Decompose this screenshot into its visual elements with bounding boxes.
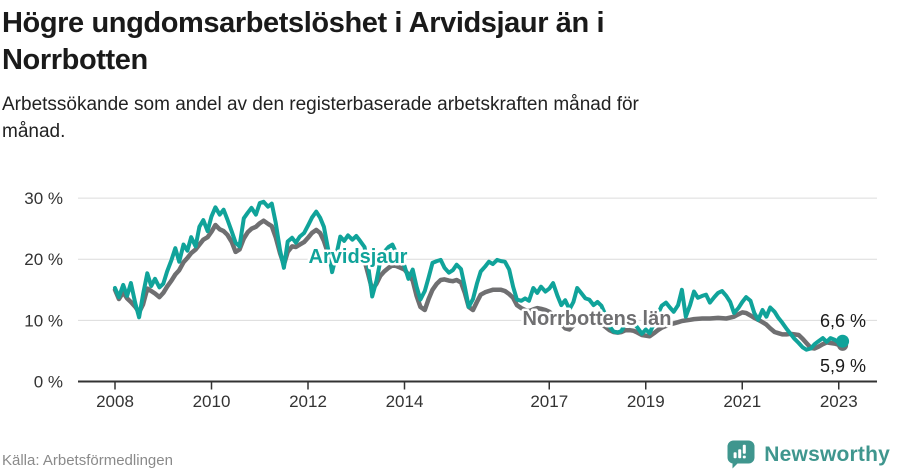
series-line-norrbotten [112,218,845,351]
chart-subtitle-line-2: månad. [2,121,66,142]
series-end-dot-arvidsjaur [836,334,850,348]
source-attribution: Källa: Arbetsförmedlingen [2,452,173,469]
chart-subtitle-line-1: Arbetssökande som andel av den registerb… [2,94,639,115]
speech-bubble-tail [732,460,742,469]
y-tick-label: 30 % [24,189,63,208]
x-axis [78,380,877,390]
gridlines [78,197,877,321]
page-title: Högre ungdomsarbetslöshet i Arvidsjaur ä… [2,5,605,79]
series-line-arvidsjaur [113,199,845,352]
series-lines [112,199,845,352]
x-tick-label: 2014 [386,392,424,411]
x-tick-label: 2010 [193,392,231,411]
x-tick-label: 2008 [96,392,134,411]
page-title-line-1: Högre ungdomsarbetslöshet i Arvidsjaur ä… [2,7,605,39]
exclamation-dot [743,455,747,459]
end-value-label-norrbotten: 5,9 % [820,356,866,376]
series-end-dots [836,334,850,351]
brand-name: Newsworthy [764,442,890,466]
bar-chart-glyph [733,444,747,459]
x-tick-label: 2019 [627,392,665,411]
exclamation-bar [743,444,747,454]
y-tick-label: 20 % [24,250,63,269]
x-tick-label: 2017 [530,392,568,411]
chart-subtitle: Arbetssökande som andel av den registerb… [2,91,639,145]
y-axis-labels: 0 % 10 % 20 % 30 % [24,189,63,391]
x-tick-label: 2021 [723,392,761,411]
end-value-label-arvidsjaur: 6,6 % [820,311,866,331]
newsworthy-logo-icon [727,440,755,469]
x-tick-label: 2012 [289,392,327,411]
x-axis-labels: 2008 2010 2012 2014 2017 2019 2021 2023 [96,392,858,411]
series-label-norrbottens-lan: Norrbottens län [523,308,672,330]
y-tick-label: 10 % [24,311,63,330]
x-tick-label: 2023 [820,392,858,411]
y-tick-label: 0 % [34,373,63,392]
page-title-line-2: Norrbotten [2,44,148,76]
series-label-arvidsjaur: Arvidsjaur [309,246,408,268]
brand-lockup: Newsworthy [726,439,890,470]
